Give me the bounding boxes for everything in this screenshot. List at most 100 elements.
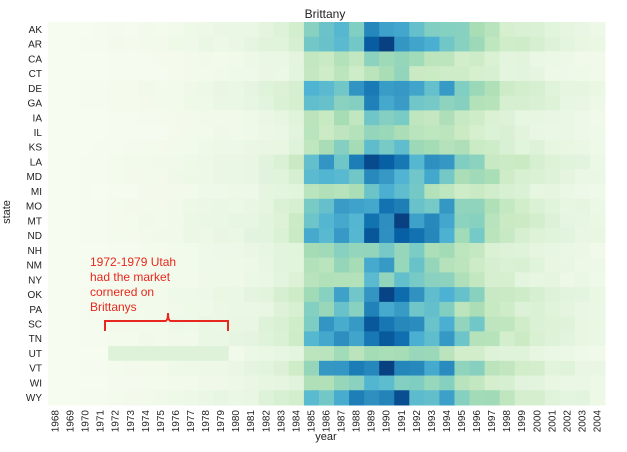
- heatmap-cell-LA-1993: [424, 154, 440, 170]
- heatmap-cell-WY-2004: [589, 390, 606, 406]
- heatmap-cell-MT-1968: [48, 213, 64, 229]
- heatmap-cell-MD-1977: [183, 169, 200, 185]
- heatmap-cell-MI-1974: [138, 184, 154, 200]
- heatmap-cell-TN-1994: [439, 331, 455, 347]
- heatmap-cell-NY-1982: [258, 272, 275, 288]
- heatmap-cell-CT-1976: [168, 66, 184, 82]
- heatmap-cell-CA-1976: [168, 51, 184, 67]
- heatmap-cell-TN-1991: [394, 331, 410, 347]
- heatmap-cell-WI-1978: [198, 375, 215, 391]
- y-tick-IA: IA: [33, 113, 43, 124]
- heatmap-cell-MT-1988: [349, 213, 365, 229]
- heatmap-cell-CT-1969: [63, 66, 79, 82]
- heatmap-cell-OK-1978: [198, 287, 215, 303]
- heatmap-cell-NH-1971: [93, 242, 109, 259]
- heatmap-cell-TN-2004: [589, 331, 606, 347]
- heatmap-cell-GA-1969: [63, 95, 79, 111]
- heatmap-cell-NH-1985: [303, 242, 320, 259]
- heatmap-cell-NM-1979: [213, 257, 230, 273]
- heatmap-cell-MO-1989: [364, 198, 380, 214]
- heatmap-cell-VT-1970: [78, 360, 94, 377]
- heatmap-cell-NH-1977: [183, 242, 200, 259]
- heatmap-cell-IA-2002: [559, 110, 576, 126]
- heatmap-cell-KS-1977: [183, 139, 200, 156]
- heatmap-cell-LA-1998: [499, 154, 516, 170]
- heatmap-cell-CT-1986: [318, 66, 335, 82]
- heatmap-cell-VT-2004: [589, 360, 606, 377]
- heatmap-cell-LA-1971: [93, 154, 109, 170]
- heatmap-cell-CA-1987: [334, 51, 350, 67]
- x-tick-1998: 1998: [502, 410, 513, 433]
- heatmap-cell-LA-1976: [168, 154, 184, 170]
- heatmap-cell-NY-2003: [574, 272, 591, 288]
- heatmap-cell-AK-1984: [288, 22, 305, 38]
- heatmap-cell-WY-2002: [559, 390, 576, 406]
- heatmap-cell-NM-2000: [529, 257, 546, 273]
- heatmap-cell-AR-1980: [228, 36, 245, 52]
- heatmap-cell-NM-1995: [454, 257, 471, 273]
- heatmap-cell-NY-2001: [544, 272, 561, 288]
- heatmap-cell-PA-1993: [424, 301, 440, 318]
- heatmap-cell-MD-1974: [138, 169, 154, 185]
- heatmap-cell-VT-1974: [138, 360, 154, 377]
- heatmap-cell-ND-1991: [394, 228, 410, 244]
- heatmap-cell-MI-2003: [574, 184, 591, 200]
- heatmap-cell-WI-2001: [544, 375, 561, 391]
- heatmap-cell-UT-1975: [153, 346, 169, 362]
- heatmap-cell-GA-1999: [514, 95, 531, 111]
- heatmap-cell-MI-1968: [48, 184, 64, 200]
- heatmap-cell-LA-2000: [529, 154, 546, 170]
- heatmap-cell-OK-1998: [499, 287, 516, 303]
- heatmap-cell-CT-1979: [213, 66, 230, 82]
- heatmap-cell-IL-1980: [228, 125, 245, 141]
- heatmap-cell-WY-1995: [454, 390, 471, 406]
- heatmap-cell-SC-1968: [48, 316, 64, 332]
- heatmap-cell-SC-1998: [499, 316, 516, 332]
- heatmap-cell-MD-1997: [484, 169, 501, 185]
- heatmap-cell-TN-1990: [379, 331, 395, 347]
- heatmap-cell-MD-2004: [589, 169, 606, 185]
- heatmap-cell-PA-1992: [409, 301, 425, 318]
- heatmap-cell-CT-1981: [243, 66, 260, 82]
- heatmap-cell-GA-1988: [349, 95, 365, 111]
- heatmap-cell-MI-2000: [529, 184, 546, 200]
- heatmap-cell-NY-1996: [469, 272, 486, 288]
- heatmap-cell-IL-1970: [78, 125, 94, 141]
- heatmap-cell-MT-1986: [318, 213, 335, 229]
- heatmap-cell-TN-1995: [454, 331, 471, 347]
- heatmap-cell-NY-1992: [409, 272, 425, 288]
- heatmap-cell-TN-2001: [544, 331, 561, 347]
- y-tick-WI: WI: [30, 378, 42, 389]
- heatmap-cell-ND-1970: [78, 228, 94, 244]
- heatmap-cell-AK-1970: [78, 22, 94, 38]
- y-tick-AK: AK: [29, 25, 43, 36]
- heatmap-cell-OK-1993: [424, 287, 440, 303]
- y-tick-MT: MT: [28, 216, 42, 227]
- heatmap-cell-WY-1969: [63, 390, 79, 406]
- heatmap-cell-OK-1970: [78, 287, 94, 303]
- heatmap-cell-IA-1980: [228, 110, 245, 126]
- heatmap-cell-MO-1968: [48, 198, 64, 214]
- heatmap-cell-CT-1977: [183, 66, 200, 82]
- x-tick-1979: 1979: [216, 410, 227, 433]
- heatmap-cell-SC-1995: [454, 316, 471, 332]
- heatmap-cell-MD-1973: [123, 169, 139, 185]
- heatmap-cell-UT-1974: [138, 346, 154, 362]
- heatmap-cell-ND-1996: [469, 228, 486, 244]
- heatmap-cell-NH-2000: [529, 242, 546, 259]
- heatmap-cell-IA-1983: [273, 110, 290, 126]
- heatmap-cell-NM-1973: [123, 257, 139, 273]
- heatmap-cell-SC-1971: [93, 316, 109, 332]
- heatmap-cell-NM-1969: [63, 257, 79, 273]
- heatmap-cell-IL-1993: [424, 125, 440, 141]
- heatmap-cell-ND-1973: [123, 228, 139, 244]
- heatmap-cell-GA-2002: [559, 95, 576, 111]
- heatmap-cell-UT-2000: [529, 346, 546, 362]
- y-tick-OK: OK: [28, 290, 43, 301]
- heatmap-cell-NY-1998: [499, 272, 516, 288]
- heatmap-cell-DE-1978: [198, 80, 215, 97]
- heatmap-cell-AK-1979: [213, 22, 230, 38]
- heatmap-cell-OK-1997: [484, 287, 501, 303]
- heatmap-cell-IA-1987: [334, 110, 350, 126]
